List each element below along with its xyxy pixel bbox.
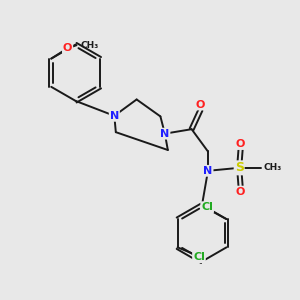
Text: Cl: Cl [193,252,205,262]
Text: CH₃: CH₃ [264,163,282,172]
Text: Cl: Cl [201,202,213,212]
Text: O: O [63,43,72,53]
Text: O: O [236,187,245,196]
Text: CH₃: CH₃ [80,41,98,50]
Text: N: N [203,166,213,176]
Text: S: S [235,161,244,174]
Text: N: N [110,111,119,121]
Text: O: O [196,100,205,110]
Text: O: O [236,139,245,149]
Text: N: N [160,129,170,139]
